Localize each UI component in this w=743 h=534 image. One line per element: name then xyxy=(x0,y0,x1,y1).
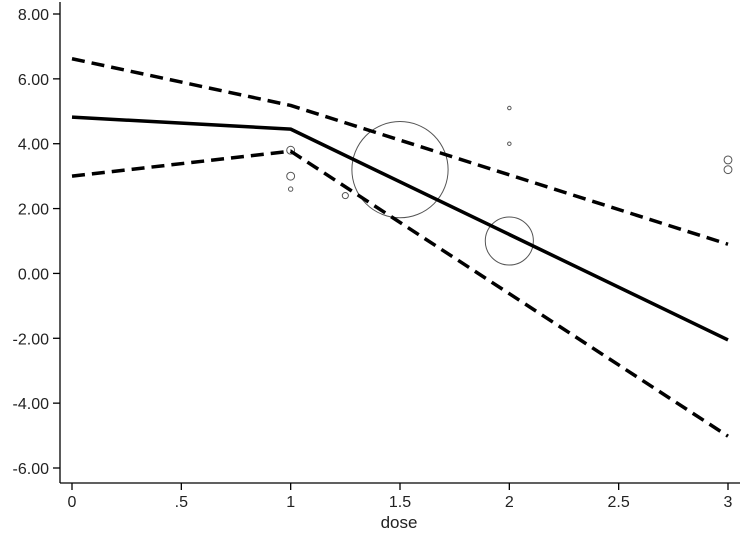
study-bubble xyxy=(286,171,296,181)
x-tick-label: 2 xyxy=(505,494,514,511)
study-bubble xyxy=(507,141,512,146)
y-tick-label: -2.00 xyxy=(13,331,50,348)
study-bubble xyxy=(484,216,534,266)
y-tick-label: 2.00 xyxy=(18,202,49,219)
study-bubble xyxy=(723,155,733,165)
study-bubble xyxy=(351,121,449,219)
y-tick-label: 8.00 xyxy=(18,7,49,24)
y-tick-label: 6.00 xyxy=(18,72,49,89)
line-layer xyxy=(71,57,729,438)
y-tick-label: 0.00 xyxy=(18,266,49,283)
axes: 8.00 6.00 4.00 2.00 0.00 -2.00 -4.00 -6.00 0 .5 1 1… xyxy=(13,2,740,511)
study-bubble xyxy=(286,145,296,155)
x-tick-label: 2.5 xyxy=(608,494,630,511)
lower-ci-line xyxy=(71,149,729,438)
y-tick-label: -4.00 xyxy=(13,396,50,413)
study-bubble xyxy=(341,192,349,200)
x-axis-title: dose xyxy=(381,513,418,532)
x-tick-label: .5 xyxy=(175,494,188,511)
y-tick-label: -6.00 xyxy=(13,461,50,478)
x-tick-label: 1.5 xyxy=(389,494,411,511)
y-tick-label: 4.00 xyxy=(18,137,49,154)
study-bubble xyxy=(723,165,733,175)
fitted-line xyxy=(71,115,729,342)
x-tick-label: 3 xyxy=(724,494,733,511)
bubble-layer xyxy=(286,105,733,266)
x-tick-label: 0 xyxy=(68,494,77,511)
study-bubble xyxy=(287,186,294,192)
study-bubble xyxy=(507,105,512,111)
upper-ci-line xyxy=(71,57,729,246)
x-tick-label: 1 xyxy=(286,494,295,511)
